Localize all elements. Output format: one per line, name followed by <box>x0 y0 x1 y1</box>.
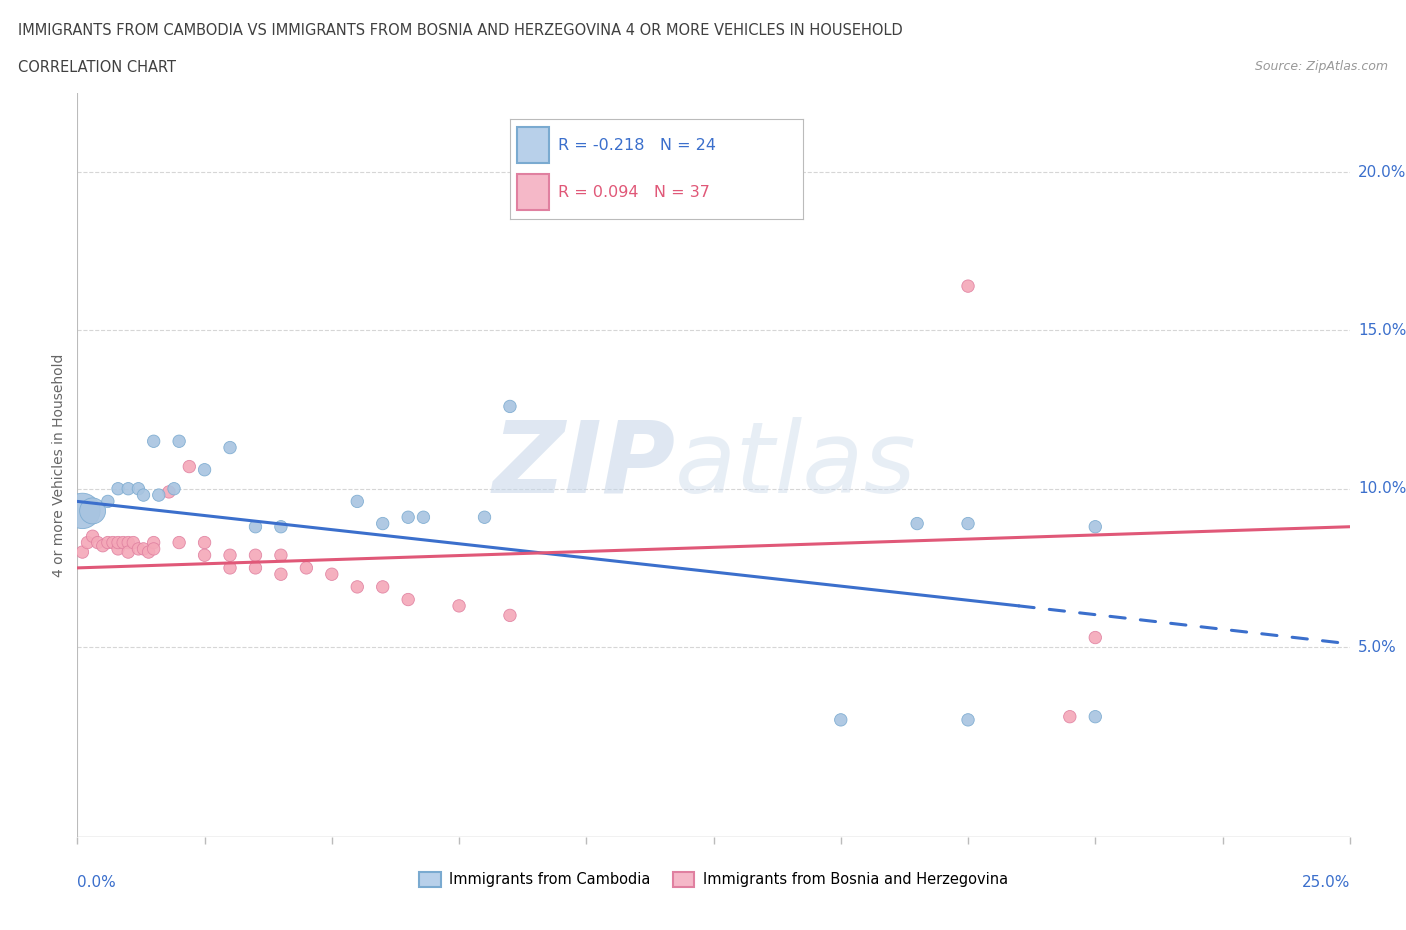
Text: 5.0%: 5.0% <box>1358 640 1396 655</box>
Point <box>219 440 242 455</box>
Point <box>107 541 129 556</box>
Point <box>112 535 135 550</box>
Point <box>412 510 434 525</box>
Point <box>76 535 98 550</box>
Point <box>905 516 928 531</box>
Point <box>142 535 165 550</box>
Point <box>270 566 292 581</box>
Point <box>346 579 368 594</box>
Point <box>163 482 186 497</box>
Point <box>1084 631 1107 645</box>
Point <box>72 545 94 560</box>
Point <box>72 503 94 518</box>
Point <box>107 482 129 497</box>
Y-axis label: 4 or more Vehicles in Household: 4 or more Vehicles in Household <box>52 353 66 577</box>
Point <box>194 548 217 563</box>
Point <box>132 487 155 502</box>
Legend: Immigrants from Cambodia, Immigrants from Bosnia and Herzegovina: Immigrants from Cambodia, Immigrants fro… <box>413 866 1014 893</box>
Point <box>167 535 190 550</box>
Point <box>157 485 180 499</box>
Point <box>245 519 267 534</box>
Point <box>194 462 217 477</box>
Point <box>101 535 124 550</box>
Point <box>219 548 242 563</box>
Point <box>499 608 522 623</box>
Point <box>245 561 267 576</box>
Point <box>132 541 155 556</box>
FancyBboxPatch shape <box>517 127 550 164</box>
Point <box>82 529 104 544</box>
FancyBboxPatch shape <box>517 174 550 210</box>
Point <box>148 487 170 502</box>
Point <box>86 535 108 550</box>
Point <box>346 494 368 509</box>
Point <box>957 712 980 727</box>
Point <box>117 482 139 497</box>
Point <box>371 579 394 594</box>
Text: Source: ZipAtlas.com: Source: ZipAtlas.com <box>1254 60 1388 73</box>
Point <box>396 592 419 607</box>
Point <box>474 510 496 525</box>
Point <box>396 510 419 525</box>
Text: atlas: atlas <box>675 417 917 513</box>
Point <box>321 566 343 581</box>
Point <box>194 535 217 550</box>
Point <box>97 494 120 509</box>
Point <box>179 459 201 474</box>
Text: 20.0%: 20.0% <box>1358 165 1406 179</box>
Point <box>127 482 149 497</box>
Point <box>499 399 522 414</box>
Text: R = 0.094   N = 37: R = 0.094 N = 37 <box>558 185 710 200</box>
Text: ZIP: ZIP <box>492 417 675 513</box>
Point <box>830 712 852 727</box>
Point <box>957 279 980 294</box>
Point <box>107 535 129 550</box>
Point <box>117 535 139 550</box>
Point <box>270 548 292 563</box>
Point <box>295 561 318 576</box>
Text: 25.0%: 25.0% <box>1302 875 1350 890</box>
Point <box>127 541 149 556</box>
Point <box>1084 519 1107 534</box>
Point <box>91 538 114 553</box>
Text: R = -0.218   N = 24: R = -0.218 N = 24 <box>558 138 716 153</box>
Point <box>82 503 104 518</box>
Point <box>1084 710 1107 724</box>
Point <box>270 519 292 534</box>
Point <box>122 535 145 550</box>
Point <box>245 548 267 563</box>
Point <box>142 433 165 448</box>
Point <box>779 196 801 211</box>
Text: CORRELATION CHART: CORRELATION CHART <box>18 60 176 75</box>
Text: IMMIGRANTS FROM CAMBODIA VS IMMIGRANTS FROM BOSNIA AND HERZEGOVINA 4 OR MORE VEH: IMMIGRANTS FROM CAMBODIA VS IMMIGRANTS F… <box>18 23 903 38</box>
Point <box>957 516 980 531</box>
Point <box>117 545 139 560</box>
Text: 10.0%: 10.0% <box>1358 481 1406 497</box>
Point <box>449 598 471 613</box>
Point <box>167 433 190 448</box>
Point <box>371 516 394 531</box>
Text: 0.0%: 0.0% <box>77 875 117 890</box>
Point <box>138 545 160 560</box>
Point <box>142 541 165 556</box>
Point <box>97 535 120 550</box>
Point <box>219 561 242 576</box>
Text: 15.0%: 15.0% <box>1358 323 1406 338</box>
Point <box>1059 710 1081 724</box>
